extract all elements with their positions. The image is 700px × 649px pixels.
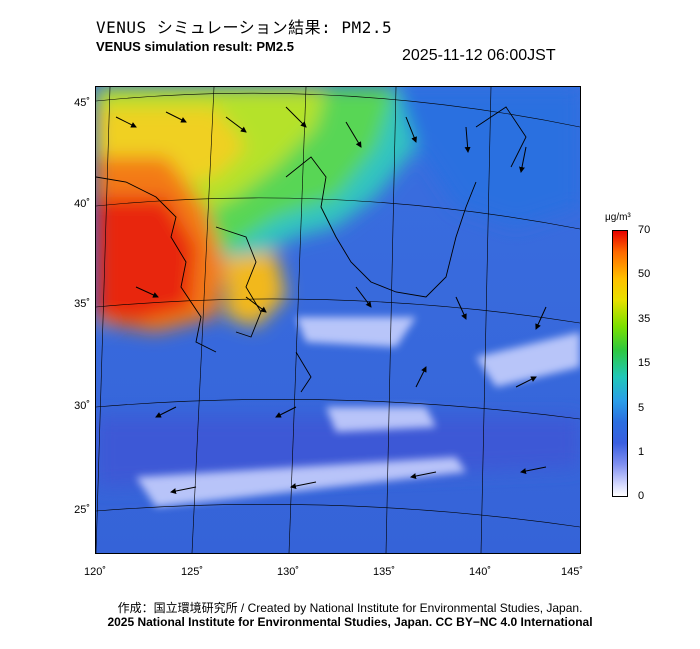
- colorbar-label: 50: [638, 268, 651, 280]
- lat-label: 45˚: [74, 97, 90, 109]
- map-title-japanese: VENUS シミュレーション結果: PM2.5: [96, 18, 393, 37]
- lat-label: 35˚: [74, 298, 90, 310]
- lon-label: 120˚: [83, 566, 107, 578]
- license-text: 2025 National Institute for Environmenta…: [107, 615, 593, 629]
- pm25-field: [96, 87, 580, 553]
- lat-label: 40˚: [74, 198, 90, 210]
- colorbar-label: 0: [638, 490, 645, 502]
- lat-label: 30˚: [74, 400, 90, 412]
- coastlines: [96, 106, 527, 393]
- lat-label: 25˚: [74, 504, 90, 516]
- forecast-timestamp: 2025-11-12 06:00JST: [402, 47, 556, 64]
- wind-vectors: [115, 106, 547, 494]
- credit-text: 作成：国立環境研究所 / Created by National Institu…: [117, 601, 583, 615]
- lon-label: 130˚: [276, 566, 300, 578]
- colorbar-label: 1: [638, 446, 645, 458]
- colorbar-label: 15: [638, 357, 651, 369]
- colorbar-unit: μg/m³: [605, 212, 631, 223]
- pm25-map: [95, 86, 581, 554]
- colorbar-label: 5: [638, 402, 645, 414]
- colorbar-label: 35: [638, 313, 651, 325]
- map-title-english: VENUS simulation result: PM2.5: [96, 39, 294, 54]
- lon-label: 140˚: [468, 566, 492, 578]
- lon-label: 145˚: [560, 566, 584, 578]
- graticule: [96, 87, 580, 553]
- colorbar-label: 70: [638, 224, 651, 236]
- lon-label: 125˚: [180, 566, 204, 578]
- colorbar: [612, 230, 628, 497]
- lon-label: 135˚: [372, 566, 396, 578]
